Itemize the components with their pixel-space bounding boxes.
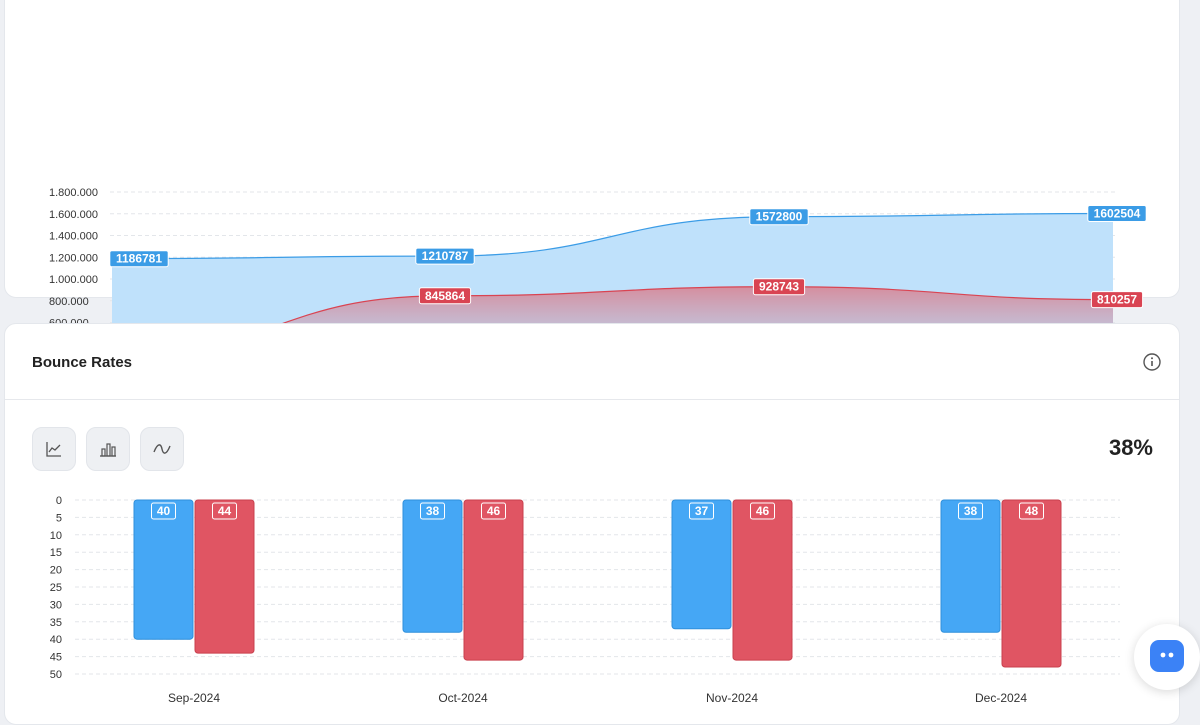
bar-y-tick: 15 xyxy=(50,547,62,559)
area-y-tick: 1.400.000 xyxy=(49,231,98,243)
bar-label-box xyxy=(689,502,714,520)
area-data-label: 928743 xyxy=(759,280,799,294)
bar-x-tick: Dec-2024 xyxy=(975,691,1027,705)
bar-y-tick: 45 xyxy=(50,652,62,664)
bar xyxy=(732,499,793,661)
area-data-label: 810257 xyxy=(1097,293,1137,307)
bounce-rates-card: Bounce Rates 38% 0 5 10 15 20 25 30 35 40 45 50 40 4… xyxy=(4,323,1180,725)
bar xyxy=(1001,499,1062,668)
area-chart: 1.800.000 1.600.000 1.400.000 1.200.000 1.00… xyxy=(49,187,1147,395)
bar-chart-button[interactable] xyxy=(86,427,130,471)
bar-label-box xyxy=(212,502,237,520)
chat-button[interactable] xyxy=(1134,624,1200,690)
bar xyxy=(402,499,463,633)
traffic-card: 1.800.000 1.600.000 1.400.000 1.200.000 1.00… xyxy=(4,0,1180,395)
area-y-tick: 1.200.000 xyxy=(49,252,98,264)
bar-y-tick: 35 xyxy=(50,617,62,629)
area-data-label: 1186781 xyxy=(116,252,162,266)
bounce-rate-value: 38% xyxy=(1108,435,1153,460)
area-data-label: 845864 xyxy=(425,289,465,303)
bar-y-tick: 25 xyxy=(50,582,62,594)
bar-data-label: 48 xyxy=(1025,504,1039,518)
bar xyxy=(463,499,524,661)
bar-label-box xyxy=(1019,502,1044,520)
bar-y-tick: 50 xyxy=(50,669,62,681)
bar-y-tick: 30 xyxy=(50,599,62,611)
bar-x-tick: Nov-2024 xyxy=(706,691,758,705)
bar-label-box xyxy=(481,502,506,520)
area-y-tick: 1.800.000 xyxy=(49,187,98,199)
bar-data-label: 44 xyxy=(218,504,232,518)
bar-y-tick: 5 xyxy=(56,512,62,524)
bar-y-tick: 20 xyxy=(50,565,62,577)
bar-y-tick: 10 xyxy=(50,530,62,542)
bar xyxy=(194,499,255,654)
area-data-label-box xyxy=(415,247,475,265)
bar-label-box xyxy=(420,502,445,520)
area-data-label-box xyxy=(109,250,169,268)
bar-y-tick: 0 xyxy=(56,495,62,507)
bar-data-label: 46 xyxy=(756,504,770,518)
bar-data-label: 40 xyxy=(157,504,171,518)
info-icon[interactable] xyxy=(1143,353,1161,371)
area-data-label: 1602504 xyxy=(1094,206,1141,220)
area-data-label-box xyxy=(749,208,809,226)
bar-data-label: 46 xyxy=(487,504,501,518)
bar xyxy=(940,499,1001,633)
area-data-label-box xyxy=(418,287,472,305)
bar-chart-icon xyxy=(100,443,116,457)
smooth-curve-icon xyxy=(153,444,171,454)
line-chart-icon xyxy=(46,442,61,457)
bar-label-box xyxy=(151,502,176,520)
bar-y-tick: 40 xyxy=(50,634,62,646)
bar-label-box xyxy=(958,502,983,520)
bar-chart: 0 5 10 15 20 25 30 35 40 45 50 40 44 Sep-2024 38 46 Oct-… xyxy=(50,495,1120,705)
bar-data-label: 38 xyxy=(964,504,978,518)
area-y-tick: 1.000.000 xyxy=(49,274,98,286)
chat-icon xyxy=(1150,640,1184,672)
bar-x-tick: Oct-2024 xyxy=(438,691,488,705)
area-series-0-line xyxy=(111,212,1114,260)
area-data-label: 1210787 xyxy=(422,249,469,263)
bar xyxy=(671,499,732,630)
area-data-label-box xyxy=(1087,204,1147,222)
line-chart-button[interactable] xyxy=(32,427,76,471)
area-y-tick: 1.600.000 xyxy=(49,209,98,221)
area-data-label-box xyxy=(1090,291,1144,309)
bar-x-tick: Sep-2024 xyxy=(168,691,220,705)
bar-label-box xyxy=(750,502,775,520)
area-y-tick: 800.000 xyxy=(49,296,89,308)
smooth-curve-button[interactable] xyxy=(140,427,184,471)
card-header: Bounce Rates xyxy=(5,324,1179,400)
bar-data-label: 37 xyxy=(695,504,709,518)
card-title: Bounce Rates xyxy=(32,354,133,371)
area-data-label-box xyxy=(752,278,806,296)
bar xyxy=(133,499,194,640)
bar-data-label: 38 xyxy=(426,504,440,518)
area-data-label: 1572800 xyxy=(756,210,803,224)
